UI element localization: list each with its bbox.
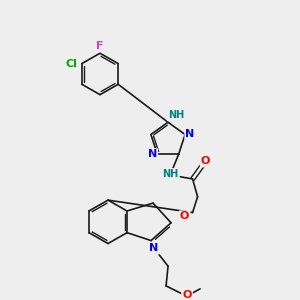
Text: O: O xyxy=(180,212,189,221)
Text: F: F xyxy=(96,41,104,51)
Text: NH: NH xyxy=(163,169,179,179)
Text: NH: NH xyxy=(168,110,184,120)
Text: O: O xyxy=(182,290,192,300)
Text: Cl: Cl xyxy=(66,58,78,69)
Text: N: N xyxy=(148,149,157,159)
Text: N: N xyxy=(149,243,159,254)
Text: N: N xyxy=(185,128,195,139)
Text: O: O xyxy=(201,156,210,166)
